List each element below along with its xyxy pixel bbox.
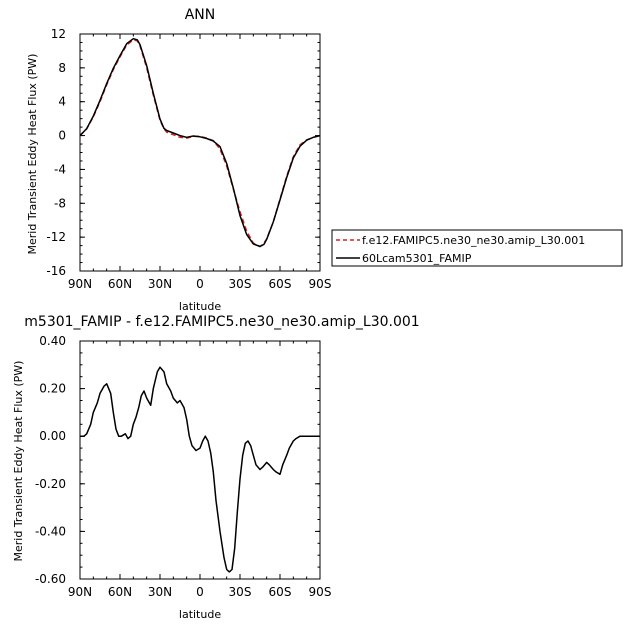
top-chart-title: ANN: [185, 7, 216, 23]
bottom-y-tick-label: 0.20: [39, 382, 66, 396]
top-y-tick-label: -4: [54, 162, 66, 176]
top-x-tick-label: 60N: [108, 277, 132, 291]
top-x-tick-label: 0: [196, 277, 204, 291]
bottom-y-tick-label: -0.40: [35, 524, 66, 538]
top-x-tick-label: 30S: [229, 277, 252, 291]
bottom-x-tick-label: 90N: [68, 585, 92, 599]
bottom-x-tick-label: 0: [196, 585, 204, 599]
top-y-tick-label: -16: [46, 264, 66, 278]
bottom-y-axis-label: Merid Transient Eddy Heat Flux (PW): [12, 361, 25, 562]
top-x-tick-label: 60S: [269, 277, 292, 291]
top-x-tick-label: 90S: [309, 277, 332, 291]
bottom-chart-title: m5301_FAMIP - f.e12.FAMIPC5.ne30_ne30.am…: [24, 314, 419, 330]
legend-entry-obs: f.e12.FAMIPC5.ne30_ne30.amip_L30.001: [362, 234, 585, 247]
top-y-tick-label: 0: [58, 129, 66, 143]
bottom-x-tick-label: 90S: [309, 585, 332, 599]
legend-box: [331, 229, 623, 267]
top-y-tick-label: -12: [46, 230, 66, 244]
top-y-tick-label: -8: [54, 196, 66, 210]
bottom-x-tick-label: 30S: [229, 585, 252, 599]
bottom-x-axis-label: latitude: [179, 608, 221, 621]
top-plot-frame: [79, 33, 321, 272]
top-series-line-1: [79, 37, 321, 248]
bottom-plot-area: 90N 60N 30N 0 30S 60S 90S 0.40 0.20 0.00 -0.20 -0.4…: [35, 334, 332, 599]
legend: f.e12.FAMIPC5.ne30_ne30.amip_L30.001 60L…: [331, 229, 623, 267]
bottom-y-tick-label: -0.60: [35, 572, 66, 586]
bottom-y-tick-label: 0.00: [39, 429, 66, 443]
top-y-axis-label: Merid Transient Eddy Heat Flux (PW): [26, 54, 39, 255]
bottom-x-tick-label: 30N: [148, 585, 172, 599]
top-x-tick-label: 30N: [148, 277, 172, 291]
top-plot-area: 90N 60N 30N 0 30S 60S 90S 12 8 4 0 -4 -8 -12 -16: [46, 27, 331, 291]
legend-entry-model: 60Lcam5301_FAMIP: [362, 252, 472, 265]
bottom-panel: m5301_FAMIP - f.e12.FAMIPC5.ne30_ne30.am…: [12, 314, 420, 621]
bottom-series-line-0: [80, 366, 320, 573]
top-y-tick-label: 4: [58, 95, 66, 109]
bottom-y-tick-label: 0.40: [39, 334, 66, 348]
top-y-tick-label: 12: [51, 27, 66, 41]
top-x-tick-label: 90N: [68, 277, 92, 291]
top-y-tick-label: 8: [58, 61, 66, 75]
bottom-x-tick-label: 60N: [108, 585, 132, 599]
bottom-y-tick-label: -0.20: [35, 477, 66, 491]
top-series-line-0: [79, 39, 321, 248]
top-x-axis-label: latitude: [179, 300, 221, 313]
bottom-x-tick-label: 60S: [269, 585, 292, 599]
top-panel: ANN 90N 60N 30N 0 30S 60S 90S 12 8 4 0 -4 -8 -12 -16 l…: [26, 7, 623, 313]
